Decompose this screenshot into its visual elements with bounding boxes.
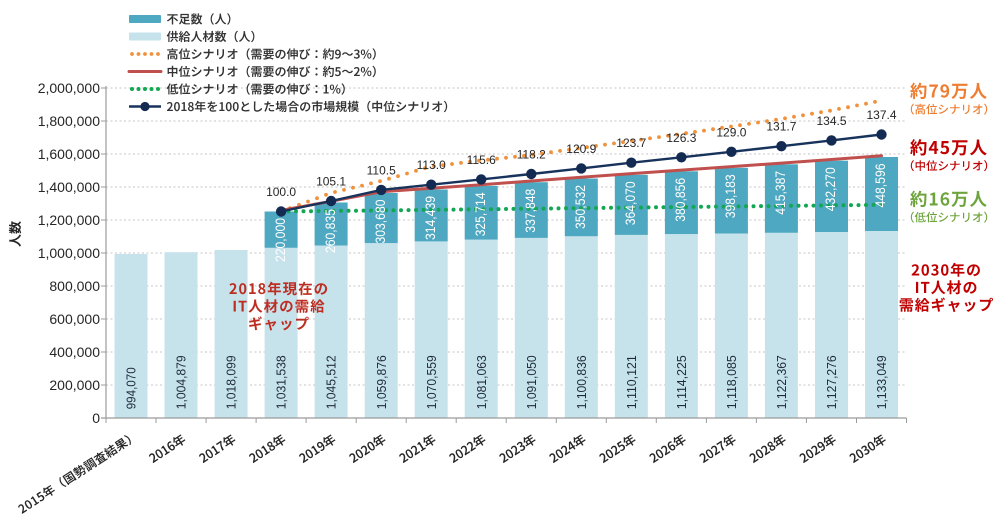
svg-text:1,133,049: 1,133,049 <box>874 355 889 409</box>
svg-text:120.9: 120.9 <box>566 142 596 156</box>
svg-text:129.0: 129.0 <box>716 125 746 139</box>
svg-text:415,387: 415,387 <box>772 171 788 215</box>
svg-text:260,835: 260,835 <box>322 209 338 253</box>
svg-text:1,081,063: 1,081,063 <box>474 355 489 409</box>
svg-text:380,856: 380,856 <box>672 178 688 222</box>
svg-text:110.5: 110.5 <box>367 163 396 177</box>
svg-text:400,000: 400,000 <box>49 344 100 360</box>
svg-text:600,000: 600,000 <box>49 311 100 327</box>
svg-text:1,400,000: 1,400,000 <box>38 179 100 195</box>
svg-text:1,045,512: 1,045,512 <box>324 355 339 409</box>
svg-text:1,110,121: 1,110,121 <box>624 355 639 409</box>
svg-text:1,118,085: 1,118,085 <box>724 355 739 409</box>
svg-text:1,200,000: 1,200,000 <box>38 212 100 228</box>
svg-text:220,000: 220,000 <box>272 218 288 262</box>
svg-text:134.5: 134.5 <box>816 114 846 128</box>
svg-text:448,596: 448,596 <box>872 163 888 207</box>
svg-text:432,270: 432,270 <box>822 167 838 211</box>
svg-text:800,000: 800,000 <box>49 278 100 294</box>
svg-text:325,714: 325,714 <box>472 192 488 236</box>
svg-text:126.3: 126.3 <box>666 131 696 145</box>
svg-text:398,183: 398,183 <box>722 174 738 218</box>
svg-text:1,004,879: 1,004,879 <box>174 355 189 409</box>
svg-text:113.0: 113.0 <box>417 158 446 172</box>
svg-text:137.4: 137.4 <box>866 108 896 122</box>
svg-text:1,800,000: 1,800,000 <box>38 113 100 129</box>
svg-text:364,070: 364,070 <box>622 181 638 225</box>
svg-text:1,100,836: 1,100,836 <box>574 355 589 409</box>
svg-text:1,127,276: 1,127,276 <box>824 355 839 409</box>
svg-text:314,439: 314,439 <box>422 196 438 240</box>
svg-text:1,000,000: 1,000,000 <box>38 245 100 261</box>
svg-text:2,000,000: 2,000,000 <box>38 80 100 96</box>
svg-text:0: 0 <box>92 410 100 426</box>
svg-text:350,532: 350,532 <box>572 185 588 229</box>
svg-text:994,070: 994,070 <box>124 367 139 409</box>
svg-text:1,018,099: 1,018,099 <box>224 355 239 409</box>
svg-text:200,000: 200,000 <box>49 377 100 393</box>
svg-text:131.7: 131.7 <box>766 120 796 134</box>
svg-text:115.6: 115.6 <box>467 153 496 167</box>
svg-text:1,114,225: 1,114,225 <box>674 355 689 409</box>
svg-text:1,122,367: 1,122,367 <box>774 355 789 409</box>
svg-text:1,031,538: 1,031,538 <box>274 355 289 409</box>
svg-text:118.2: 118.2 <box>517 148 546 162</box>
svg-text:337,848: 337,848 <box>522 189 538 233</box>
svg-text:100.0: 100.0 <box>266 185 296 199</box>
svg-text:1,070,559: 1,070,559 <box>424 355 439 409</box>
svg-text:123.7: 123.7 <box>616 136 646 150</box>
svg-text:1,091,050: 1,091,050 <box>524 355 539 409</box>
svg-text:303,680: 303,680 <box>372 199 388 243</box>
svg-text:1,059,876: 1,059,876 <box>374 355 389 409</box>
svg-text:1,600,000: 1,600,000 <box>38 146 100 162</box>
svg-text:105.1: 105.1 <box>316 175 346 189</box>
